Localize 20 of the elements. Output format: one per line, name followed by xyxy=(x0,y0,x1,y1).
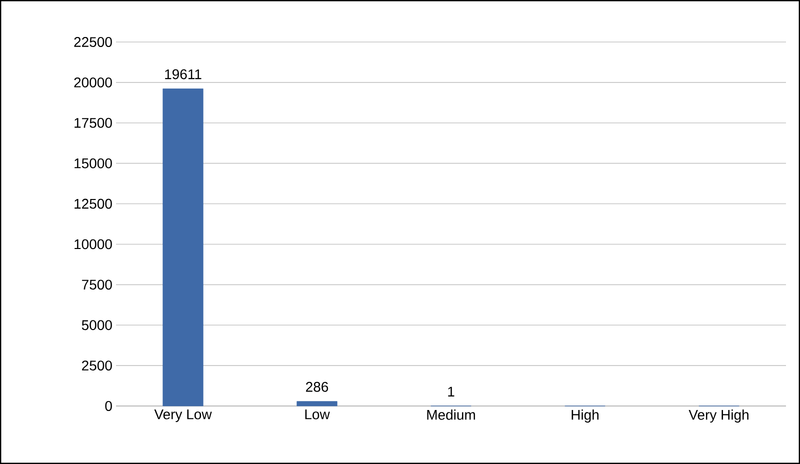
y-tick-label: 22500 xyxy=(74,37,112,47)
y-tick-label: 5000 xyxy=(82,320,112,330)
y-tick-label: 12500 xyxy=(74,198,112,209)
x-tick-label: High xyxy=(572,410,598,423)
y-tick-label: 17500 xyxy=(74,118,112,128)
x-tick-label: Medium xyxy=(427,410,475,420)
y-tick-label: 20000 xyxy=(74,77,112,88)
x-tick-label: Low xyxy=(305,410,330,420)
y-tick-label: 15000 xyxy=(74,158,112,168)
data-label: 19611 xyxy=(165,69,202,80)
y-tick-label: 2500 xyxy=(82,360,112,371)
y-tick-label: 10000 xyxy=(74,239,112,250)
data-label: 286 xyxy=(306,382,328,392)
y-tick-label: 0 xyxy=(105,401,112,411)
x-tick-label: Very Low xyxy=(154,410,212,422)
bar xyxy=(162,88,204,406)
data-label: 1 xyxy=(448,386,454,396)
x-tick-label: Very High xyxy=(688,410,748,423)
bar xyxy=(296,401,338,406)
y-tick-label: 7500 xyxy=(82,280,112,290)
